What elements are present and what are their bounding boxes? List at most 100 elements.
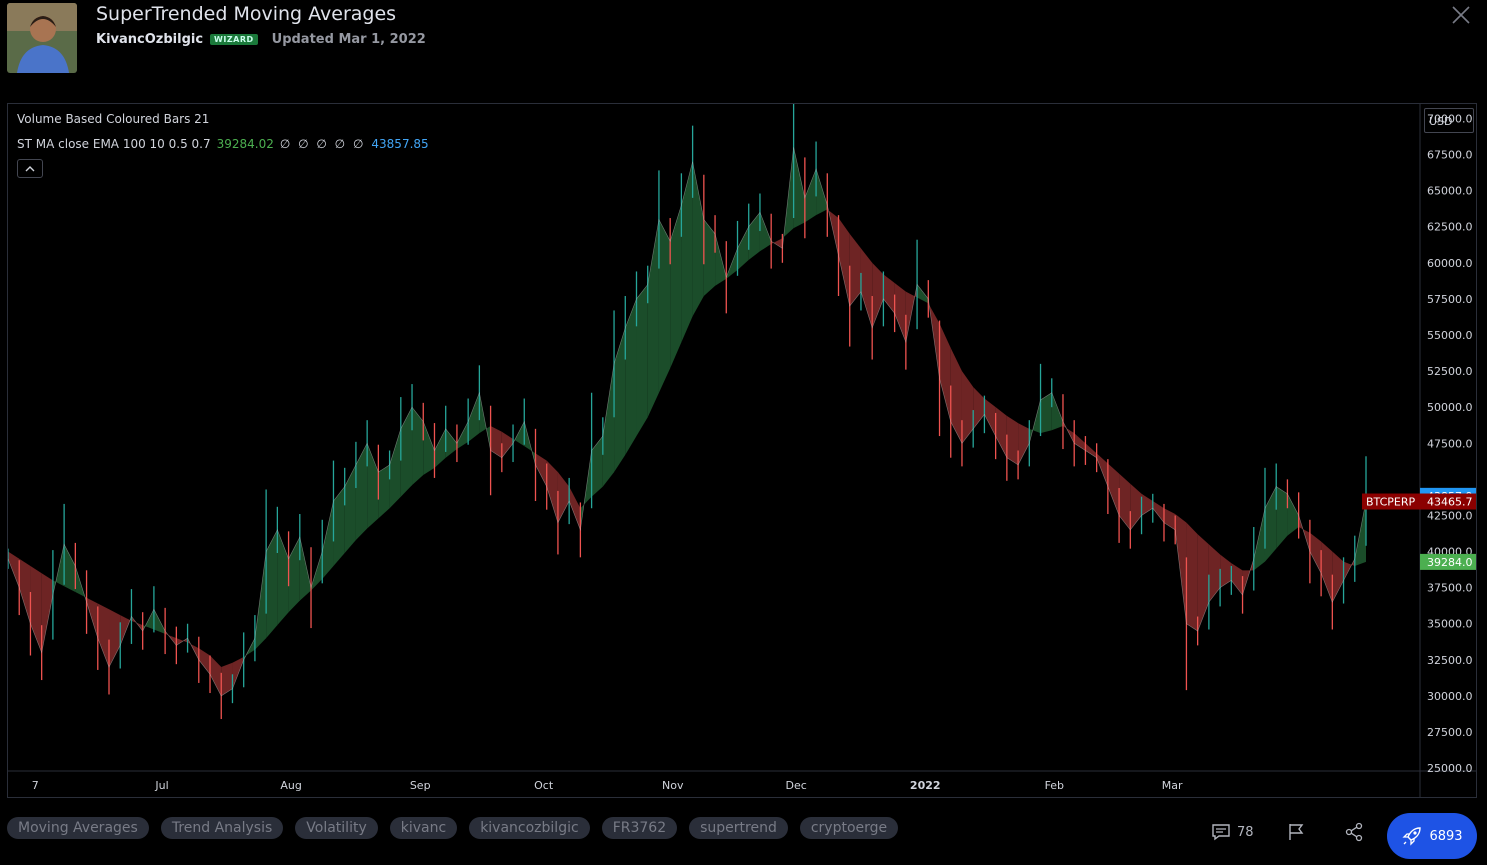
trend-fill-segment xyxy=(423,421,435,476)
price-label-box xyxy=(1420,553,1476,570)
trend-fill-segment xyxy=(445,428,457,458)
chevron-up-icon xyxy=(25,165,35,171)
comment-icon xyxy=(1212,824,1230,841)
trend-fill-segment xyxy=(1175,514,1187,624)
y-tick-label: 62500.0 xyxy=(1427,221,1473,234)
trend-fill-segment xyxy=(389,428,401,509)
trend-fill-segment xyxy=(1107,463,1120,516)
trend-fill-segment xyxy=(97,603,110,668)
close-button[interactable] xyxy=(1450,4,1472,26)
trend-fill-segment xyxy=(670,205,682,369)
trend-fill-segment xyxy=(715,233,727,286)
y-tick-label: 47500.0 xyxy=(1427,437,1473,450)
trend-fill-segment xyxy=(8,551,20,588)
trend-fill-segment xyxy=(1040,392,1052,434)
trend-fill-segment xyxy=(1321,541,1333,603)
trend-fill-segment xyxy=(378,464,390,519)
trend-fill-segment xyxy=(1208,544,1221,603)
trend-fill-segment xyxy=(1130,483,1142,530)
trend-fill-segment xyxy=(1231,563,1243,595)
trend-fill-segment xyxy=(602,363,615,487)
trend-fill-segment xyxy=(322,501,334,579)
boost-button[interactable]: 6893 xyxy=(1387,813,1477,859)
trend-fill-segment xyxy=(703,219,716,297)
author-name[interactable]: KivancOzbilgic xyxy=(96,32,204,47)
report-button[interactable] xyxy=(1286,822,1306,842)
y-tick-label: 27500.0 xyxy=(1427,726,1473,739)
trend-fill-segment xyxy=(1253,508,1265,571)
trend-fill-segment xyxy=(804,168,817,223)
trend-fill-segment xyxy=(64,544,76,592)
y-tick-label: 50000.0 xyxy=(1427,401,1473,414)
y-tick-label: 55000.0 xyxy=(1427,329,1473,342)
trend-fill-segment xyxy=(1186,522,1198,631)
trend-fill-segment xyxy=(299,537,312,601)
tag-moving-averages[interactable]: Moving Averages xyxy=(7,817,149,839)
trend-fill-segment xyxy=(1141,493,1153,516)
trend-fill-segment xyxy=(950,347,962,444)
trend-fill-segment xyxy=(288,537,300,613)
trend-fill-segment xyxy=(557,472,570,523)
share-button[interactable] xyxy=(1344,822,1364,842)
trend-fill-segment xyxy=(995,407,1007,458)
trend-fill-segment xyxy=(1018,423,1030,465)
trend-fill-segment xyxy=(198,648,211,675)
trend-fill-segment xyxy=(1264,486,1277,562)
trend-fill-segment xyxy=(793,147,805,229)
tag-kivanc[interactable]: kivanc xyxy=(389,817,458,839)
trend-fill-segment xyxy=(872,262,884,328)
rocket-icon xyxy=(1402,827,1422,846)
tag-supertrend[interactable]: supertrend xyxy=(689,817,788,839)
tag-list: Moving Averages Trend Analysis Volatilit… xyxy=(7,817,899,839)
trend-fill-segment xyxy=(367,443,379,529)
trend-fill-segment xyxy=(221,662,233,696)
chart-container[interactable]: 70000.0 67500.0 65000.0 62500.0 60000.0 57500… xyxy=(7,103,1477,798)
legend-volume-bars[interactable]: Volume Based Coloured Bars 21 xyxy=(17,112,210,126)
trend-fill-segment xyxy=(210,655,222,696)
legend-collapse-button[interactable] xyxy=(17,159,43,178)
tag-kivancozbilgic[interactable]: kivancozbilgic xyxy=(469,817,590,839)
author-avatar[interactable] xyxy=(7,3,77,73)
y-tick-label: 52500.0 xyxy=(1427,365,1473,378)
trend-fill-segment xyxy=(434,428,446,468)
avatar-image xyxy=(7,3,77,73)
trend-fill-segment xyxy=(86,597,98,639)
trend-fill-segment xyxy=(1085,443,1097,458)
share-icon xyxy=(1345,822,1363,842)
price-chart[interactable]: 70000.0 67500.0 65000.0 62500.0 60000.0 57500… xyxy=(8,104,1476,797)
comments-button[interactable]: 78 xyxy=(1211,822,1254,842)
y-tick-label: 30000.0 xyxy=(1427,690,1473,703)
trend-fill-segment xyxy=(344,464,356,553)
trend-fill-segment xyxy=(1332,551,1344,603)
trend-fill-segment xyxy=(681,161,693,343)
trend-fill-segment xyxy=(939,323,951,422)
script-title: SuperTrended Moving Averages xyxy=(96,3,397,25)
y-tick-label: 37500.0 xyxy=(1427,582,1473,595)
trend-fill-segment xyxy=(501,431,514,458)
x-tick-label: Aug xyxy=(280,779,301,792)
legend-empty-values: ∅ ∅ ∅ ∅ ∅ xyxy=(279,137,366,151)
price-label-value: 39284.0 xyxy=(1427,556,1473,569)
y-tick-label: 67500.0 xyxy=(1427,149,1473,162)
trend-fill-segment xyxy=(1276,486,1288,549)
trend-fill-segment xyxy=(771,238,783,249)
trend-fill-segment xyxy=(1220,554,1232,588)
y-tick-label: 35000.0 xyxy=(1427,618,1473,631)
legend-st-ma[interactable]: ST MA close EMA 100 10 0.5 0.7 39284.02 ∅ … xyxy=(17,137,429,151)
trend-fill-segment xyxy=(153,609,166,634)
tag-fr3762[interactable]: FR3762 xyxy=(601,817,678,839)
y-tick-label: 57500.0 xyxy=(1427,293,1473,306)
trend-fill-segment xyxy=(490,425,502,458)
script-header: SuperTrended Moving Averages KivancOzbil… xyxy=(0,0,1487,95)
trend-fill-segment xyxy=(883,274,895,314)
close-icon xyxy=(1452,6,1470,24)
tag-cryptoerge[interactable]: cryptoerge xyxy=(799,817,899,839)
tag-trend-analysis[interactable]: Trend Analysis xyxy=(160,817,284,839)
currency-selector[interactable]: USD xyxy=(1424,108,1474,133)
tag-volatility[interactable]: Volatility xyxy=(295,817,378,839)
trend-fill-segment xyxy=(984,398,996,437)
trend-fill-segment xyxy=(1152,501,1164,523)
trend-fill-segment xyxy=(19,558,31,624)
trend-fill-segment xyxy=(917,284,929,304)
trend-fill-segment xyxy=(894,283,906,343)
